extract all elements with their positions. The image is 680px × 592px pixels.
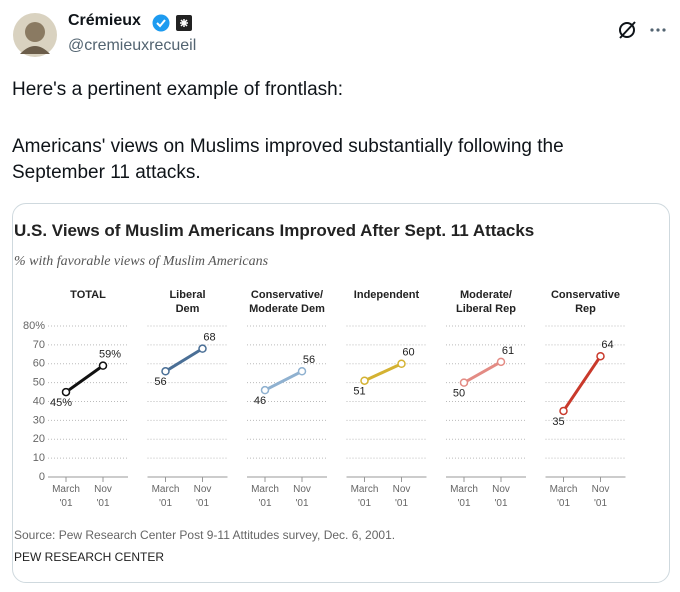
marker [397, 359, 406, 368]
value-label: 35 [552, 416, 564, 428]
x-tick-label: Nov '01 [94, 484, 112, 509]
badges [152, 14, 192, 32]
x-tick-label: Nov '01 [293, 484, 311, 509]
y-tick-label: 30 [33, 414, 45, 426]
x-tick-label: Nov '01 [591, 484, 610, 509]
avatar[interactable] [12, 12, 58, 58]
line [562, 355, 602, 412]
value-label: 68 [203, 332, 215, 344]
figure-source: Source: Pew Research Center Post 9-11 At… [14, 528, 396, 542]
value-label: 46 [254, 395, 266, 407]
author-name[interactable]: Crémieux [68, 12, 141, 29]
marker [459, 378, 469, 387]
marker [98, 361, 108, 370]
y-tick-label: 80% [23, 320, 45, 332]
figure-subtitle: % with favorable views of Muslim America… [14, 254, 269, 269]
panel-title: Conservative/ Moderate Dem [249, 289, 325, 315]
marker [61, 387, 71, 397]
marker [596, 351, 605, 361]
marker [297, 367, 307, 376]
panel-title: TOTAL [70, 289, 106, 301]
x-tick-label: Nov '01 [492, 484, 510, 509]
y-tick-label: 70 [33, 339, 45, 351]
panel-title: Independent [353, 289, 420, 301]
x-tick-label: Nov '01 [392, 484, 411, 509]
x-tick-label: March '01 [151, 484, 180, 509]
value-label: 50 [453, 388, 465, 400]
y-tick-label: 60 [33, 358, 45, 370]
x-tick-label: March '01 [549, 484, 578, 509]
y-tick-label: 0 [39, 471, 45, 483]
post-actions[interactable] [616, 18, 670, 42]
post-image[interactable] [12, 203, 670, 583]
value-label: 64 [601, 339, 613, 351]
x-tick-label: March '01 [450, 484, 478, 509]
x-tick-label: March '01 [52, 484, 80, 509]
value-label: 61 [502, 345, 514, 357]
value-label: 45% [50, 397, 72, 409]
value-label: 59% [99, 349, 121, 361]
panel-title: Moderate/ Liberal Rep [456, 289, 516, 315]
line [463, 360, 502, 384]
x-tick-label: March '01 [251, 484, 279, 509]
x-tick-label: Nov '01 [193, 484, 212, 509]
marker [260, 385, 270, 395]
figure-title: U.S. Views of Muslim Americans Improved … [14, 221, 535, 240]
panel-title: Conservative Rep [550, 289, 621, 315]
marker [496, 357, 506, 367]
panel-title: Liberal Dem [169, 289, 206, 315]
y-tick-label: 40 [33, 395, 45, 407]
marker [198, 344, 207, 353]
post-text: Here's a pertinent example of frontlash: [12, 79, 344, 100]
value-label: 60 [402, 347, 414, 359]
value-label: 56 [154, 376, 166, 388]
marker [161, 367, 170, 376]
figure-brand: PEW RESEARCH CENTER [14, 550, 165, 564]
y-tick-label: 20 [33, 433, 45, 445]
marker [559, 406, 568, 416]
author-handle[interactable]: @cremieuxrecueil [68, 37, 197, 54]
line [363, 362, 403, 383]
post-text: Americans' views on Muslims improved sub… [12, 136, 564, 183]
x-tick-label: March '01 [350, 484, 379, 509]
marker [360, 376, 369, 385]
y-tick-label: 10 [33, 452, 45, 464]
line [264, 369, 303, 392]
value-label: 56 [303, 354, 315, 366]
value-label: 51 [353, 386, 365, 398]
line [65, 364, 104, 394]
line [164, 347, 204, 373]
y-tick-label: 50 [33, 377, 45, 389]
